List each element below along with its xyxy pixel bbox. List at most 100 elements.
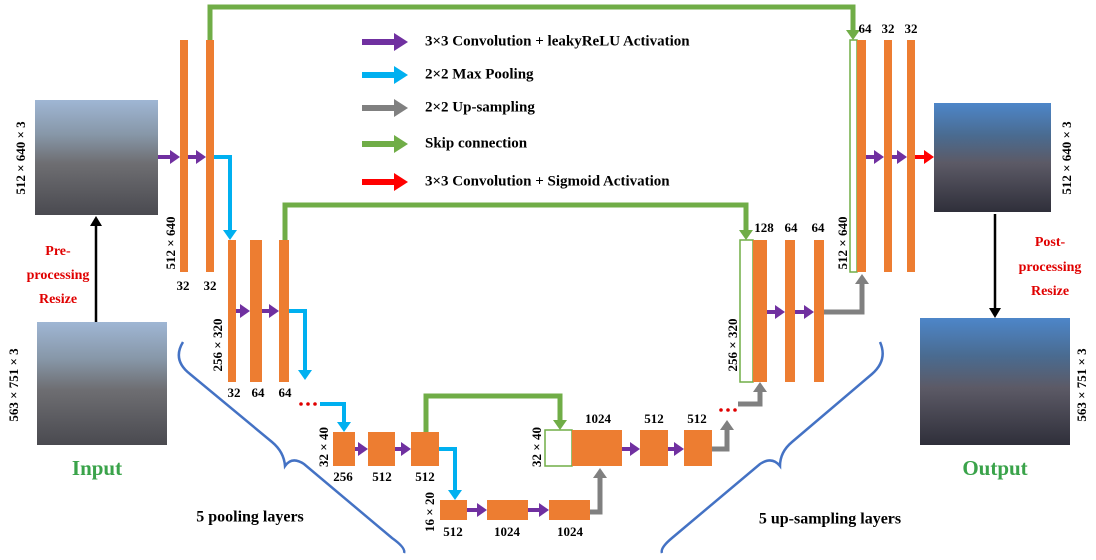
arrow-shaft <box>824 284 862 312</box>
arrow-head <box>897 150 907 164</box>
output-resized-image <box>934 103 1051 212</box>
layer <box>549 500 590 520</box>
arrow-shaft <box>214 157 230 230</box>
arrow-head <box>674 442 684 456</box>
postprocessing-label: processing <box>1019 260 1082 275</box>
size-label: 563 × 751 × 3 <box>1074 348 1089 422</box>
layer <box>572 430 622 466</box>
resolution-label: 512 × 640 <box>163 217 178 270</box>
arrow-head <box>924 150 934 164</box>
arrow-head <box>804 305 814 319</box>
layer <box>857 40 866 272</box>
arrow-shaft <box>712 430 727 449</box>
arrow-head <box>394 33 408 51</box>
channel-label: 32 <box>882 21 895 36</box>
output-image <box>920 318 1070 445</box>
channel-label: 1024 <box>557 524 584 539</box>
channel-label: 512 <box>687 411 707 426</box>
arrow-head <box>223 230 237 240</box>
arrow-shaft <box>289 311 305 370</box>
layer <box>180 40 188 272</box>
layer <box>411 432 439 466</box>
size-label: 512 × 640 × 3 <box>13 121 28 195</box>
arrow-shaft <box>320 404 344 422</box>
arrow-head <box>448 490 462 500</box>
postprocessing-label: Resize <box>1031 284 1069 299</box>
arrow-head <box>874 150 884 164</box>
channel-label: 512 <box>644 411 664 426</box>
resolution-label: 16 × 20 <box>422 492 437 532</box>
annotation: 5 up-sampling layers <box>759 511 901 528</box>
arrow-head <box>720 420 734 430</box>
arrow-shaft <box>590 478 600 512</box>
channel-label: 64 <box>812 220 826 235</box>
arrow-head <box>539 503 549 517</box>
layer <box>907 40 915 272</box>
skip-copy <box>850 40 857 272</box>
input-resized-image <box>35 100 158 215</box>
channel-label: 256 <box>333 469 353 484</box>
layer <box>440 500 467 520</box>
layer <box>206 40 214 272</box>
size-label: 563 × 751 × 3 <box>6 348 21 422</box>
channel-label: 32 <box>204 278 217 293</box>
input-image <box>37 322 167 445</box>
preprocessing-label: processing <box>27 268 90 283</box>
arrow-head <box>775 305 785 319</box>
arrow-head <box>358 442 368 456</box>
channel-label: 1024 <box>585 411 612 426</box>
arrow-head <box>196 150 206 164</box>
arrow-head <box>394 173 408 191</box>
layer <box>228 240 236 382</box>
arrow-head <box>90 216 102 226</box>
arrow-head <box>298 370 312 380</box>
arrow-head <box>630 442 640 456</box>
channel-label: 512 <box>415 469 435 484</box>
resolution-label: 256 × 320 <box>725 319 740 372</box>
layer <box>279 240 289 382</box>
annotation: 5 pooling layers <box>196 509 304 526</box>
legend-label: Skip connection <box>425 135 528 151</box>
channel-label: 32 <box>177 278 190 293</box>
arrow-head <box>401 442 411 456</box>
shapes <box>35 40 1070 553</box>
resolution-label: 32 × 40 <box>529 427 544 467</box>
channel-label: 64 <box>859 21 873 36</box>
postprocessing-label: Post- <box>1035 235 1066 250</box>
arrow-shaft <box>738 392 760 404</box>
layer <box>684 430 712 466</box>
legend-label: 2×2 Max Pooling <box>425 66 534 82</box>
arrow-head <box>240 304 250 318</box>
layer <box>640 430 668 466</box>
arrow-head <box>477 503 487 517</box>
layer <box>753 240 767 382</box>
arrow-head <box>337 422 351 432</box>
arrow-shaft <box>426 396 560 432</box>
arrow-shaft <box>285 205 746 240</box>
channel-label: 512 <box>372 469 392 484</box>
resolution-label: 32 × 40 <box>316 427 331 467</box>
size-label: 512 × 640 × 3 <box>1059 121 1074 195</box>
channel-label: 32 <box>905 21 918 36</box>
arrow-shaft <box>439 449 455 490</box>
arrow-head <box>593 468 607 478</box>
arrow-head <box>989 308 1001 318</box>
resolution-label: 256 × 320 <box>210 319 225 372</box>
arrow-head <box>553 420 567 430</box>
output-label: Output <box>962 456 1027 480</box>
arrow-head <box>269 304 279 318</box>
layer <box>487 500 528 520</box>
input-label: Input <box>72 456 122 480</box>
arrow-head <box>753 382 767 392</box>
arrow-head <box>394 66 408 84</box>
channel-label: 64 <box>252 385 266 400</box>
resolution-label: 512 × 640 <box>835 217 850 270</box>
channel-label: 32 <box>228 385 241 400</box>
channel-label: 512 <box>443 524 463 539</box>
layer <box>884 40 892 272</box>
arrow-head <box>394 135 408 153</box>
arrow-head <box>170 150 180 164</box>
channel-label: 64 <box>785 220 799 235</box>
layer <box>785 240 795 382</box>
channel-label: 1024 <box>494 524 521 539</box>
